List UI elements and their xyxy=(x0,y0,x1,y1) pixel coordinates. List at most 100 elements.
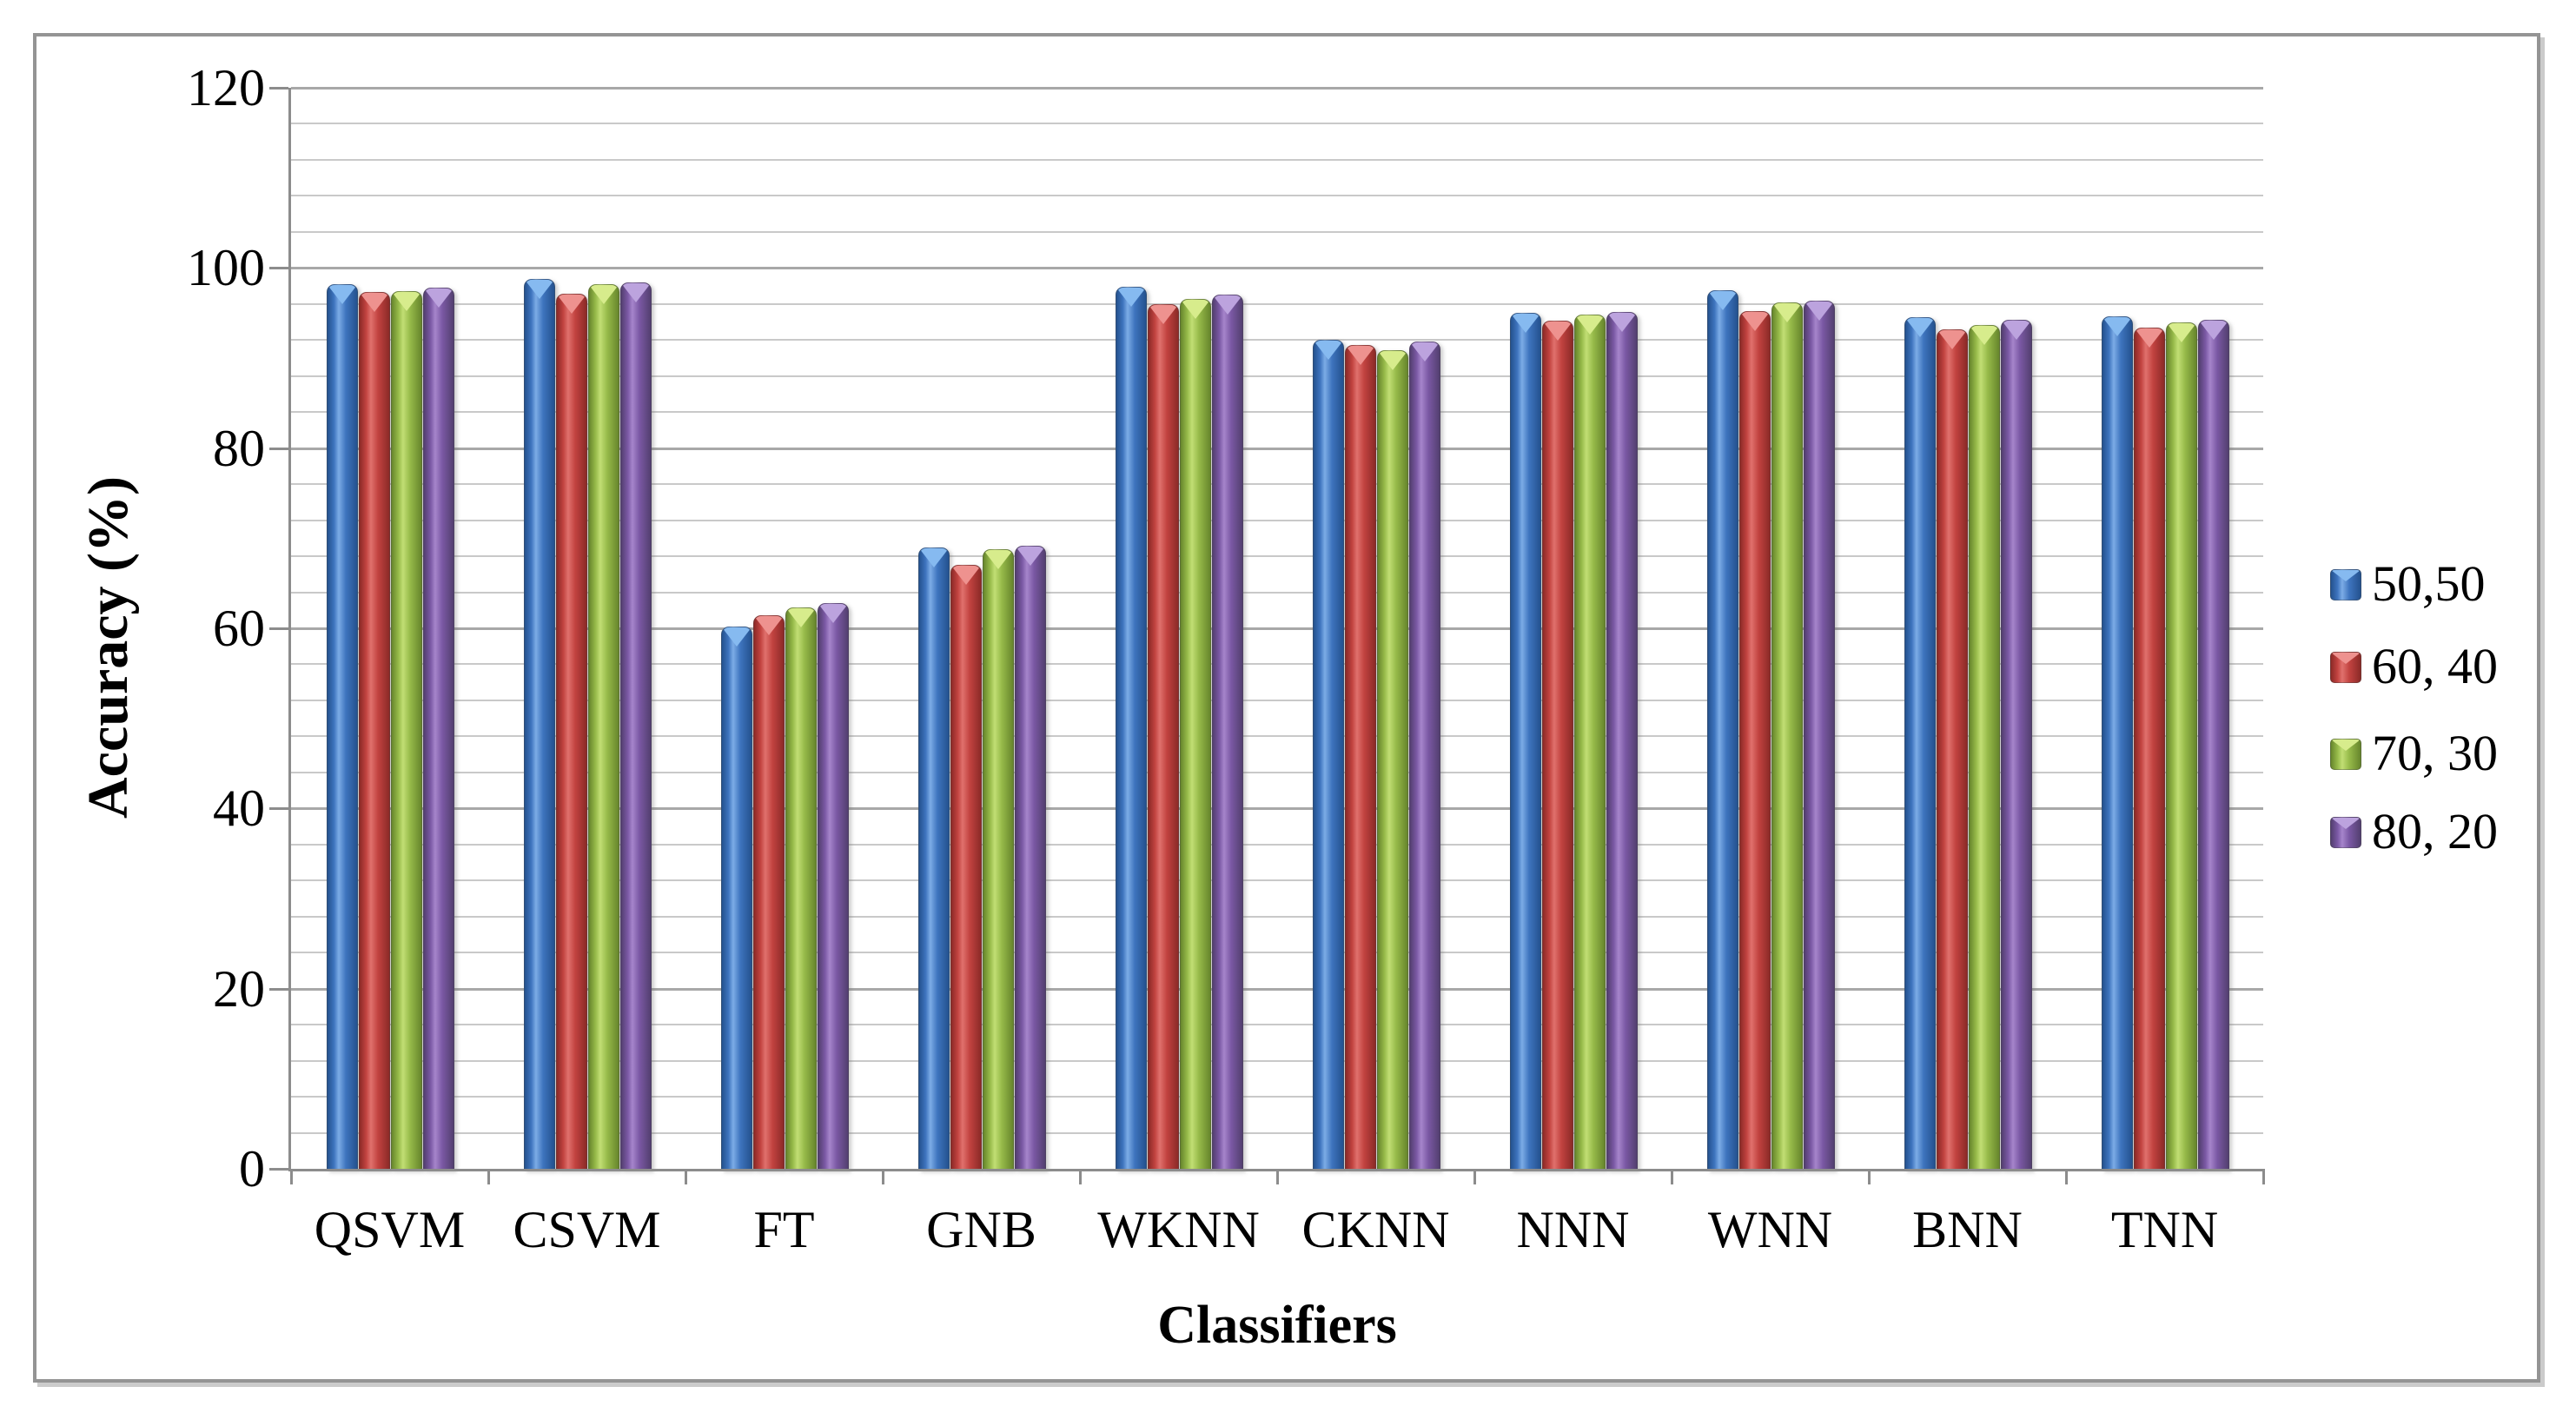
legend-label: 60, 40 xyxy=(2372,638,2498,694)
minor-gridline xyxy=(291,411,2263,414)
minor-gridline xyxy=(291,375,2263,377)
bar-CSVM-50-50 xyxy=(524,279,555,1171)
minor-gridline xyxy=(291,591,2263,594)
y-axis-tick-label: 40 xyxy=(213,779,265,838)
minor-gridline xyxy=(291,230,2263,233)
bar-top-bevel xyxy=(1708,291,1738,310)
legend-marker-bevel xyxy=(2331,570,2361,581)
y-axis-tick-mark xyxy=(269,87,288,90)
legend-marker-icon xyxy=(2330,569,2361,600)
bar-top-bevel xyxy=(1543,322,1573,341)
major-gridline xyxy=(291,87,2263,90)
bar-top-bevel xyxy=(1181,300,1210,319)
y-axis-tick-label: 120 xyxy=(187,59,265,116)
bar-top-bevel xyxy=(392,292,421,311)
bar-BNN-70-30 xyxy=(1969,325,2000,1171)
bar-top-bevel xyxy=(919,548,949,567)
bar-top-bevel xyxy=(1213,295,1242,315)
minor-gridline xyxy=(291,771,2263,773)
bar-GNB-60-40 xyxy=(950,565,982,1171)
bar-WKNN-80-20 xyxy=(1212,295,1243,1171)
bar-top-bevel xyxy=(1575,315,1605,335)
bar-top-bevel xyxy=(360,293,389,312)
minor-gridline xyxy=(291,952,2263,954)
x-axis-title: Classifiers xyxy=(1157,1296,1397,1355)
minor-gridline xyxy=(291,735,2263,738)
bar-TNN-50-50 xyxy=(2102,316,2133,1171)
y-axis-tick-mark xyxy=(269,807,288,811)
bar-FT-60-40 xyxy=(753,615,785,1171)
x-category-label: BNN xyxy=(1912,1201,2023,1258)
x-axis-tick-mark xyxy=(487,1169,490,1184)
minor-gridline xyxy=(291,123,2263,125)
x-category-label: NNN xyxy=(1516,1201,1630,1258)
x-category-label: CSVM xyxy=(513,1201,661,1258)
bar-top-bevel xyxy=(754,616,784,635)
bar-top-bevel xyxy=(1016,547,1045,566)
minor-gridline xyxy=(291,699,2263,701)
figure-border xyxy=(33,33,2540,1383)
bar-top-bevel xyxy=(1410,342,1440,362)
bar-FT-70-30 xyxy=(785,607,817,1171)
minor-gridline xyxy=(291,915,2263,918)
y-axis-tick-mark xyxy=(269,987,288,991)
bar-QSVM-80-20 xyxy=(423,288,454,1171)
x-axis-tick-mark xyxy=(290,1169,293,1184)
legend-marker-bevel xyxy=(2331,818,2361,829)
legend-marker-icon xyxy=(2330,817,2361,848)
x-category-label: TNN xyxy=(2110,1201,2219,1258)
minor-gridline xyxy=(291,195,2263,197)
minor-gridline xyxy=(291,663,2263,666)
x-axis-line xyxy=(288,1169,2263,1171)
bar-NNN-60-40 xyxy=(1542,321,1573,1171)
bar-GNB-70-30 xyxy=(983,549,1014,1171)
minor-gridline xyxy=(291,339,2263,342)
bar-FT-50-50 xyxy=(721,627,752,1171)
major-gridline xyxy=(291,627,2263,630)
x-category-label: CKNN xyxy=(1301,1201,1450,1258)
bar-NNN-70-30 xyxy=(1574,315,1606,1171)
bar-top-bevel xyxy=(1607,313,1637,332)
x-axis-tick-mark xyxy=(685,1169,687,1184)
x-axis-tick-mark xyxy=(2065,1169,2068,1184)
x-axis-tick-mark xyxy=(1276,1169,1279,1184)
bar-WNN-80-20 xyxy=(1804,301,1835,1171)
minor-gridline xyxy=(291,302,2263,305)
bar-top-bevel xyxy=(1346,346,1375,365)
minor-gridline xyxy=(291,555,2263,558)
bar-CSVM-70-30 xyxy=(588,284,619,1171)
bar-top-bevel xyxy=(424,289,454,308)
x-axis-tick-mark xyxy=(882,1169,884,1184)
bar-top-bevel xyxy=(1511,314,1540,333)
legend-marker-icon xyxy=(2330,739,2361,770)
major-gridline xyxy=(291,267,2263,270)
bar-top-bevel xyxy=(1378,351,1407,370)
minor-gridline xyxy=(291,519,2263,521)
bar-GNB-80-20 xyxy=(1015,546,1046,1171)
bar-WKNN-50-50 xyxy=(1116,287,1147,1171)
bar-CKNN-50-50 xyxy=(1313,340,1344,1171)
bar-CKNN-80-20 xyxy=(1409,342,1440,1171)
bar-top-bevel xyxy=(1116,288,1146,307)
bar-FT-80-20 xyxy=(818,603,849,1171)
bar-top-bevel xyxy=(1970,326,1999,345)
major-gridline xyxy=(291,807,2263,811)
y-axis-line xyxy=(288,88,291,1171)
legend-marker-bevel xyxy=(2331,740,2361,751)
legend-label: 50,50 xyxy=(2372,555,2486,612)
bar-WNN-50-50 xyxy=(1707,290,1738,1171)
x-axis-tick-mark xyxy=(1473,1169,1476,1184)
bar-TNN-80-20 xyxy=(2198,320,2229,1171)
bar-top-bevel xyxy=(2103,317,2132,336)
x-category-label: GNB xyxy=(926,1201,1036,1258)
y-axis-tick-label: 100 xyxy=(187,239,265,297)
bar-WNN-70-30 xyxy=(1771,302,1803,1171)
bar-GNB-50-50 xyxy=(918,547,950,1171)
bar-BNN-80-20 xyxy=(2001,320,2032,1171)
bar-top-bevel xyxy=(589,285,619,304)
bar-top-bevel xyxy=(2135,328,2164,348)
bar-top-bevel xyxy=(525,280,554,299)
bar-top-bevel xyxy=(621,283,651,302)
y-axis-title: Accuracy (%) xyxy=(76,475,140,819)
bar-top-bevel xyxy=(2002,321,2031,340)
